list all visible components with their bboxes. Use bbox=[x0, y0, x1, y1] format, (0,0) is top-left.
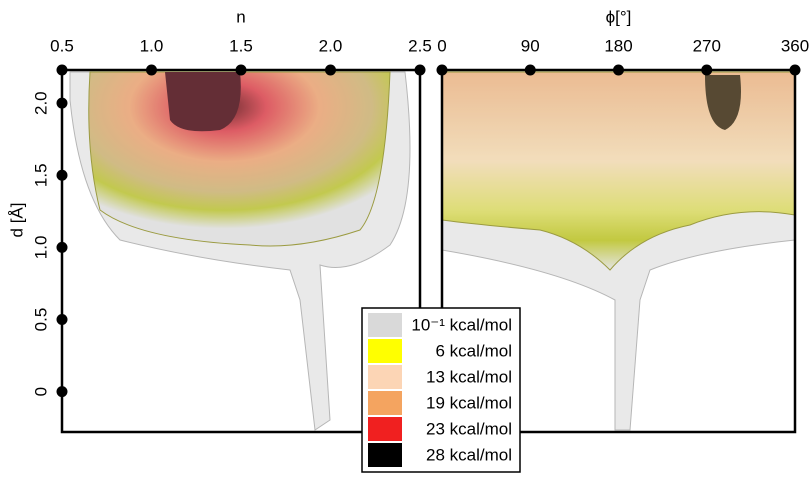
legend-swatch bbox=[368, 391, 402, 415]
surface-right bbox=[441, 71, 796, 431]
x-tick-label: 360 bbox=[781, 36, 809, 55]
tick-mark bbox=[56, 64, 68, 76]
tick-mark bbox=[325, 64, 336, 76]
tick-mark bbox=[701, 64, 713, 76]
legend-swatch bbox=[368, 313, 402, 337]
axes: n 0.5 1.0 1.5 2.0 2.5 d [Å] 0 0.5 1.0 1.5 2.0 ϕ[°] 0 9… bbox=[7, 7, 809, 434]
tick-mark bbox=[789, 64, 801, 76]
tick-mark bbox=[56, 386, 68, 398]
legend: 10⁻¹ kcal/mol 6 kcal/mol 13 kcal/mol 19 kca… bbox=[361, 307, 521, 473]
tick-mark bbox=[235, 64, 247, 76]
x-axis-title: n bbox=[236, 7, 245, 26]
surface-left bbox=[69, 71, 411, 431]
legend-swatch bbox=[368, 443, 402, 467]
tick-mark bbox=[436, 64, 448, 76]
legend-swatch bbox=[368, 339, 402, 363]
y-tick-label: 0.5 bbox=[31, 308, 50, 332]
x-axis-title: ϕ[°] bbox=[606, 7, 632, 26]
tick-mark bbox=[414, 64, 426, 76]
x-tick-label: 1.5 bbox=[229, 36, 253, 55]
y-axis-title: d [Å] bbox=[7, 203, 26, 238]
tick-mark bbox=[56, 97, 68, 109]
x-tick-label: 270 bbox=[693, 36, 721, 55]
y-tick-label: 1.5 bbox=[31, 163, 50, 187]
legend-label: 23 kcal/mol bbox=[426, 419, 512, 438]
x-tick-label: 0 bbox=[437, 36, 446, 55]
legend-label: 6 kcal/mol bbox=[435, 341, 512, 360]
legend-label: 28 kcal/mol bbox=[426, 445, 512, 464]
x-tick-label: 2.0 bbox=[319, 36, 343, 55]
legend-label: 19 kcal/mol bbox=[426, 393, 512, 412]
tick-mark bbox=[613, 64, 624, 76]
x-tick-label: 1.0 bbox=[140, 36, 164, 55]
tick-mark bbox=[524, 64, 536, 76]
legend-label: 13 kcal/mol bbox=[426, 367, 512, 386]
tick-mark bbox=[56, 169, 68, 181]
tick-mark bbox=[146, 64, 157, 76]
tick-mark bbox=[56, 241, 68, 253]
x-tick-label: 90 bbox=[521, 36, 540, 55]
x-tick-label: 180 bbox=[604, 36, 632, 55]
y-tick-label: 1.0 bbox=[31, 236, 50, 260]
x-tick-label: 2.5 bbox=[408, 36, 432, 55]
legend-swatch bbox=[368, 365, 402, 389]
x-tick-label: 0.5 bbox=[50, 36, 74, 55]
y-tick-label: 2.0 bbox=[31, 91, 50, 115]
tick-mark bbox=[56, 314, 68, 326]
y-tick-label: 0 bbox=[31, 387, 50, 396]
legend-swatch bbox=[368, 417, 402, 441]
legend-label: 10⁻¹ kcal/mol bbox=[411, 315, 512, 334]
